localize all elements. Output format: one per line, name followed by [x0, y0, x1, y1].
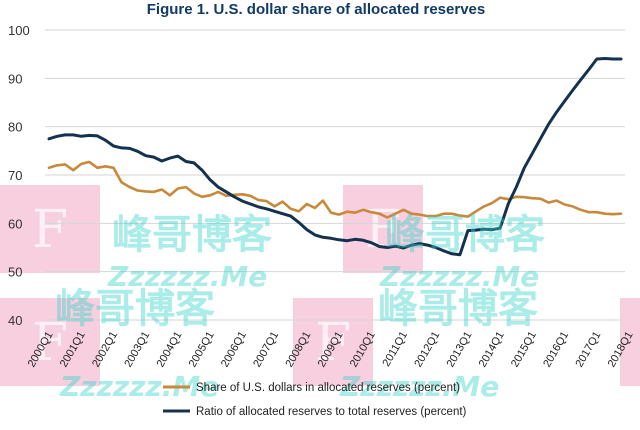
y-tick-label: 100 [8, 23, 30, 38]
y-tick-label: 90 [8, 71, 22, 86]
x-tick-label: 2014Q1 [477, 330, 507, 370]
series-line-allocated-ratio [47, 57, 623, 257]
legend: Share of U.S. dollars in allocated reser… [163, 382, 467, 418]
series-line-dollar-share [47, 160, 623, 219]
x-tick-label: 2005Q1 [187, 330, 217, 370]
watermark-text: 峰哥博客 [112, 212, 272, 258]
x-tick-label: 2004Q1 [155, 330, 185, 370]
watermark-text: 峰哥博客 [55, 286, 215, 332]
x-tick-label: 2007Q1 [251, 330, 281, 370]
watermark-text: 峰哥博客 [378, 286, 538, 332]
x-tick-label: 2015Q1 [509, 330, 539, 370]
x-tick-label: 2017Q1 [573, 330, 603, 370]
watermark-box [293, 298, 373, 386]
watermark-text: Zzzzzz.Me [59, 370, 219, 403]
x-tick-label: 2016Q1 [541, 330, 571, 370]
y-tick-label: 50 [8, 265, 22, 280]
watermark-text: 峰哥博客 [385, 212, 545, 258]
y-tick-label: 40 [8, 313, 22, 328]
chart-title: Figure 1. U.S. dollar share of allocated… [147, 1, 485, 18]
watermark-texts: 峰哥博客Zzzzzz.Me峰哥博客Zzzzzz.Me峰哥博客Zzzzzz.Me峰… [55, 212, 545, 403]
watermark-box [343, 185, 423, 273]
x-tick-label: 2011Q1 [381, 330, 411, 369]
series-lines [47, 57, 623, 257]
x-tick-label: 2012Q1 [412, 330, 442, 370]
y-axis-ticks: 40 50 60 70 80 90 100 [8, 23, 30, 328]
y-tick-label: 80 [8, 120, 22, 135]
watermark-logo: F [32, 313, 68, 373]
x-tick-label: 2006Q1 [219, 330, 249, 370]
y-tick-label: 70 [8, 168, 22, 183]
legend-label: Share of U.S. dollars in allocated reser… [196, 382, 460, 394]
legend-label: Ratio of allocated reserves to total res… [196, 406, 467, 418]
x-tick-label: 2003Q1 [122, 330, 152, 370]
x-tick-label: 2013Q1 [445, 330, 475, 370]
watermark-logo: F [315, 313, 351, 373]
gridlines [45, 29, 625, 321]
watermark-box [0, 185, 100, 273]
watermark-text: Zzzzzz.Me [379, 260, 539, 293]
watermark-box [0, 298, 100, 386]
watermark-logo: F [32, 200, 68, 260]
watermark-text: Zzzzzz.Me [107, 260, 267, 293]
y-tick-label: 60 [8, 216, 22, 231]
watermark-logo: F [365, 200, 401, 260]
watermark-text: Zzzzzz.Me [339, 370, 499, 403]
